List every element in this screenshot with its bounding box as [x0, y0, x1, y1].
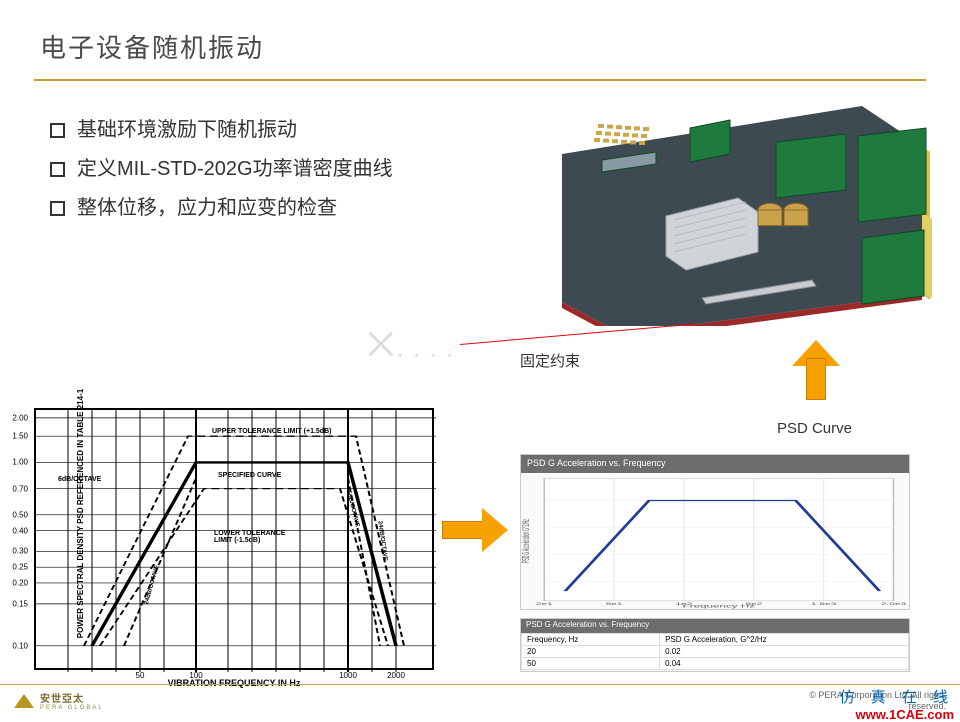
- ann-lower: LOWER TOLERANCE LIMIT (-1.5dB): [214, 530, 285, 544]
- psd-software-plot: PSD G Acceleration vs. Frequency Frequen…: [520, 454, 910, 610]
- arrow-right-icon: [442, 510, 510, 550]
- watermark-right: 仿 真 在 线 www.1CAE.com: [839, 686, 954, 722]
- spec-y-axis-title: POWER SPECTRAL DENSITY PSD REFERENCED IN…: [76, 389, 85, 638]
- svg-text:Frequency Hz: Frequency Hz: [683, 604, 755, 609]
- spec-psd-chart: UPPER TOLERANCE LIMIT (+1.5dB) SPECIFIED…: [34, 408, 434, 670]
- brand-en: PERA GLOBAL: [40, 705, 104, 711]
- psd-data-table: PSD G Acceleration vs. Frequency Frequen…: [520, 618, 910, 672]
- psd-table-header: PSD G Acceleration vs. Frequency: [521, 619, 909, 633]
- logo-triangle-icon: [14, 694, 34, 708]
- pcb-illustration: [552, 96, 932, 331]
- spec-y-labels: 2.001.501.000.700.500.400.300.250.200.15…: [0, 410, 32, 668]
- psd-curve-label: PSD Curve: [777, 420, 852, 437]
- ann-upper: UPPER TOLERANCE LIMIT (+1.5dB): [212, 428, 331, 435]
- svg-text:5e2: 5e2: [745, 602, 762, 606]
- pcb-svg: [552, 96, 932, 326]
- ann-spec: SPECIFIED CURVE: [218, 472, 281, 479]
- svg-text:2e1: 2e1: [536, 602, 553, 606]
- svg-text:5e1: 5e1: [606, 602, 623, 606]
- svg-text:1e2: 1e2: [676, 602, 693, 606]
- svg-text:1.5e3: 1.5e3: [811, 602, 836, 606]
- arrow-up-icon: [794, 340, 838, 400]
- brand-logo: 安世亞太 PERA GLOBAL: [14, 690, 104, 711]
- constraint-label: 固定约束: [520, 350, 580, 371]
- psd-plot-header: PSD G Acceleration vs. Frequency: [521, 455, 909, 473]
- svg-text:PSD G Acceleration G^2/Hz: PSD G Acceleration G^2/Hz: [521, 519, 531, 563]
- brand-cn: 安世亞太: [40, 690, 104, 705]
- title-underline: [34, 79, 926, 81]
- watermark-center: ×····: [360, 310, 463, 379]
- footer: 安世亞太 PERA GLOBAL © PERA Corporation Ltd.…: [0, 684, 960, 716]
- page-title: 电子设备随机振动: [40, 28, 960, 65]
- svg-text:2.0e3: 2.0e3: [881, 602, 906, 606]
